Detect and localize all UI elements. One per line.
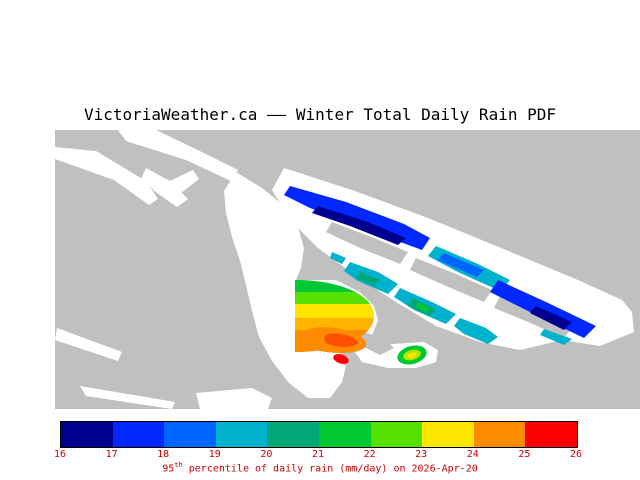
colorbar-segment	[473, 422, 526, 447]
nw-channel-1	[55, 147, 158, 205]
colorbar-caption: 95th percentile of daily rain (mm/day) o…	[0, 461, 640, 474]
chart-title: VictoriaWeather.ca —— Winter Total Daily…	[83, 105, 556, 124]
colorbar-segment	[267, 422, 319, 447]
island-1	[326, 222, 408, 264]
colorbar-tick: 19	[208, 449, 221, 460]
red-spot	[333, 354, 349, 364]
blue-band-3-core	[530, 306, 572, 330]
colorbar-ticks: 16 17 18 19 20 21 22 23 24 25 26	[54, 449, 582, 461]
colorbar-tick: 23	[415, 449, 428, 460]
colorbar-tick: 22	[363, 449, 376, 460]
nw-fork-b	[170, 170, 199, 193]
colorbar-tick: 26	[569, 449, 583, 460]
fan-band-amber	[295, 318, 374, 330]
south-bay-water	[196, 388, 272, 409]
fan-band-chartreuse	[295, 292, 374, 304]
caption-base: 95	[162, 463, 175, 475]
colorbar-segment	[525, 422, 577, 447]
blue-band-1-core	[312, 206, 406, 245]
island-3	[494, 296, 572, 338]
islands	[326, 222, 572, 355]
colorbar-segment	[61, 422, 113, 447]
colorbar-tick: 25	[518, 449, 531, 460]
nw-fork-a	[141, 168, 188, 207]
ring-blob-center	[407, 352, 417, 358]
colorbar	[60, 421, 578, 448]
colorbar-segment	[422, 422, 474, 447]
ring-blob	[397, 345, 427, 365]
caption-superscript: th	[174, 461, 183, 469]
colorbar-segment	[215, 422, 268, 447]
colorbar-segment	[164, 422, 216, 447]
island-4	[356, 330, 394, 355]
caption-rest: percentile of daily rain (mm/day) on 202…	[182, 463, 478, 475]
fan-band-yellow	[295, 304, 374, 318]
channel-patch-1-core	[356, 272, 380, 286]
nw-channel-2	[118, 130, 238, 181]
channel-patch-3	[454, 318, 498, 344]
orange-blob-core	[324, 333, 358, 348]
colorbar-segment	[370, 422, 423, 447]
colorbar-tick: 20	[260, 449, 273, 460]
channel-patch-2-green	[416, 302, 430, 312]
colorbar-tick: 21	[311, 449, 325, 460]
colorbar-tick: 18	[157, 449, 170, 460]
blue-band-3-fringe	[540, 329, 572, 345]
colorbar-segment	[112, 422, 165, 447]
colorbar-tick: 16	[53, 449, 67, 460]
colorbar-tick: 24	[466, 449, 479, 460]
colorbar-segments	[61, 422, 577, 447]
colorbar-tick: 17	[105, 449, 118, 460]
cyan-band-2-streak	[438, 253, 484, 277]
sw-strip-1	[55, 328, 122, 361]
sw-strip-2	[80, 386, 175, 409]
colorbar-segment	[318, 422, 371, 447]
rain-data-overlay	[284, 186, 596, 365]
island-2	[410, 258, 492, 302]
cyan-fleck	[330, 252, 346, 264]
